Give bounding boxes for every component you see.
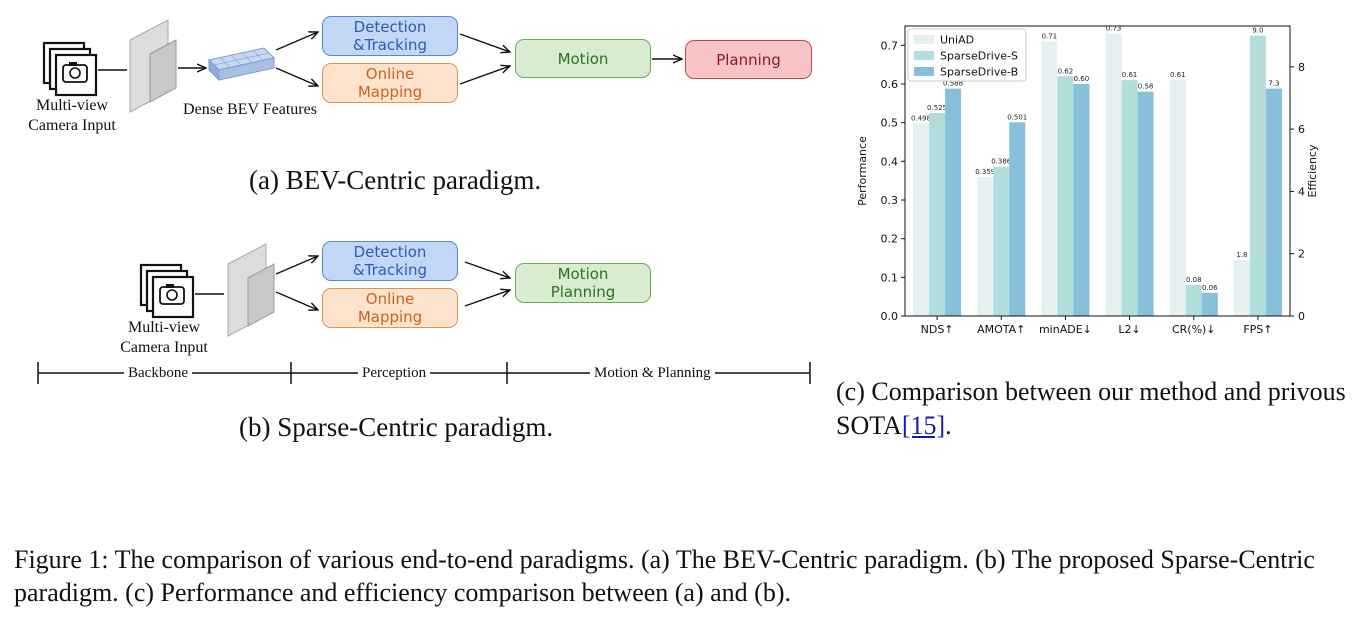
y-axis-label: Performance <box>856 136 869 206</box>
bar-value-label: 0.359 <box>975 168 995 176</box>
bar-value-label: 9.0 <box>1252 27 1263 35</box>
legend-swatch <box>914 51 934 60</box>
bar-0-3 <box>1105 33 1122 316</box>
panel-a-caption: (a) BEV-Centric paradigm. <box>249 165 542 195</box>
y-tick-label: 0.1 <box>881 271 899 284</box>
bar-2-5 <box>1265 88 1282 316</box>
detection-tracking-box-a: Detection &Tracking <box>322 16 458 56</box>
bar-value-label: 0.61 <box>1170 71 1186 79</box>
bev-features-label: Dense BEV Features <box>183 101 317 118</box>
legend-label: UniAD <box>940 34 974 47</box>
online-mapping-box-b: Online Mapping <box>322 288 458 328</box>
camera-stack-icon-a <box>42 41 98 97</box>
bar-value-label: 0.06 <box>1202 284 1218 292</box>
x-tick-label: FPS↑ <box>1243 323 1272 336</box>
legend-box <box>907 28 1027 82</box>
bar-1-3 <box>1121 80 1138 316</box>
bar-value-label: 0.588 <box>943 80 963 88</box>
bar-2-2 <box>1073 84 1090 316</box>
planning-box: Planning <box>685 40 812 79</box>
bar-0-4 <box>1169 80 1186 316</box>
bar-value-label: 0.525 <box>927 104 947 112</box>
y2-axis-label: Efficiency <box>1306 144 1319 197</box>
y-tick-label: 0.0 <box>881 310 899 323</box>
x-tick-label: NDS↑ <box>921 323 954 336</box>
y-tick-label: 0.6 <box>881 78 899 91</box>
x-tick-label: CR(%)↓ <box>1172 323 1216 336</box>
bar-1-1 <box>993 166 1010 316</box>
bar-value-label: 7.3 <box>1268 80 1279 88</box>
y2-tick-label: 8 <box>1298 61 1305 74</box>
bar-value-label: 0.62 <box>1058 67 1074 75</box>
stage-motion-planning-label: Motion & Planning <box>590 364 715 382</box>
y2-tick-label: 0 <box>1298 310 1305 323</box>
plot-frame <box>904 25 1291 317</box>
y2-tick-label: 4 <box>1298 185 1305 198</box>
y-tick-label: 0.5 <box>881 117 899 130</box>
bar-1-5 <box>1249 35 1266 317</box>
camera-input-label-b: Multi-view Camera Input <box>120 319 208 356</box>
bar-2-0 <box>945 88 962 316</box>
backbone-block-a <box>129 19 177 113</box>
detection-tracking-box-b: Detection &Tracking <box>322 241 458 281</box>
bar-1-4 <box>1185 285 1202 316</box>
bar-2-3 <box>1137 91 1154 316</box>
y-tick-label: 0.4 <box>881 155 899 168</box>
bar-value-label: 0.498 <box>911 114 931 122</box>
bar-value-label: 0.08 <box>1186 276 1202 284</box>
camera-stack-icon-b <box>139 263 195 319</box>
bev-features-icon <box>207 47 276 82</box>
bar-0-5 <box>1233 259 1250 316</box>
x-tick-label: AMOTA↑ <box>977 323 1025 336</box>
bar-value-label: 0.71 <box>1042 32 1058 40</box>
stage-perception-label: Perception <box>358 364 431 382</box>
panel-c-caption-period: . <box>945 411 952 440</box>
panel-c-caption-text: (c) Comparison between our method and pr… <box>836 377 1346 440</box>
backbone-block-b <box>227 243 275 337</box>
bar-0-0 <box>913 123 930 316</box>
bar-1-0 <box>929 113 946 316</box>
comparison-bar-chart: 0.4980.5250.588NDS↑0.3590.3860.501AMOTA↑… <box>856 25 1319 336</box>
x-tick-label: L2↓ <box>1118 323 1140 336</box>
x-tick-label: minADE↓ <box>1039 323 1092 336</box>
bar-0-1 <box>977 177 994 316</box>
paradigm-diagrams-svg <box>37 19 811 384</box>
motion-box: Motion <box>515 39 651 78</box>
bar-value-label: 0.73 <box>1106 25 1122 33</box>
y2-tick-label: 6 <box>1298 123 1305 136</box>
bar-1-2 <box>1057 76 1074 316</box>
y-tick-label: 0.3 <box>881 194 899 207</box>
legend-swatch <box>914 35 934 44</box>
bar-value-label: 0.58 <box>1138 83 1154 91</box>
y-tick-label: 0.7 <box>881 39 899 52</box>
bar-2-4 <box>1201 292 1218 316</box>
panel-c-caption: (c) Comparison between our method and pr… <box>836 375 1356 443</box>
bar-value-label: 1.8 <box>1236 251 1247 259</box>
bar-value-label: 0.386 <box>991 158 1012 166</box>
y-tick-label: 0.2 <box>881 233 899 246</box>
legend-label: SparseDrive-S <box>940 50 1018 63</box>
panel-b-caption: (b) Sparse-Centric paradigm. <box>239 412 554 442</box>
motion-planning-box: Motion Planning <box>515 263 651 303</box>
camera-input-label-a: Multi-view Camera Input <box>28 97 116 134</box>
online-mapping-box-a: Online Mapping <box>322 63 458 103</box>
figure-caption: Figure 1: The comparison of various end-… <box>14 545 1315 607</box>
legend-label: SparseDrive-B <box>940 66 1018 79</box>
bar-value-label: 0.501 <box>1007 113 1027 121</box>
y2-tick-label: 2 <box>1298 248 1305 261</box>
bar-0-2 <box>1041 41 1058 316</box>
bar-value-label: 0.60 <box>1074 75 1090 83</box>
bar-value-label: 0.61 <box>1122 71 1138 79</box>
bar-2-1 <box>1009 122 1026 316</box>
citation-link-15[interactable]: [15] <box>901 411 946 440</box>
legend-swatch <box>914 67 934 76</box>
stage-backbone-label: Backbone <box>124 364 192 382</box>
